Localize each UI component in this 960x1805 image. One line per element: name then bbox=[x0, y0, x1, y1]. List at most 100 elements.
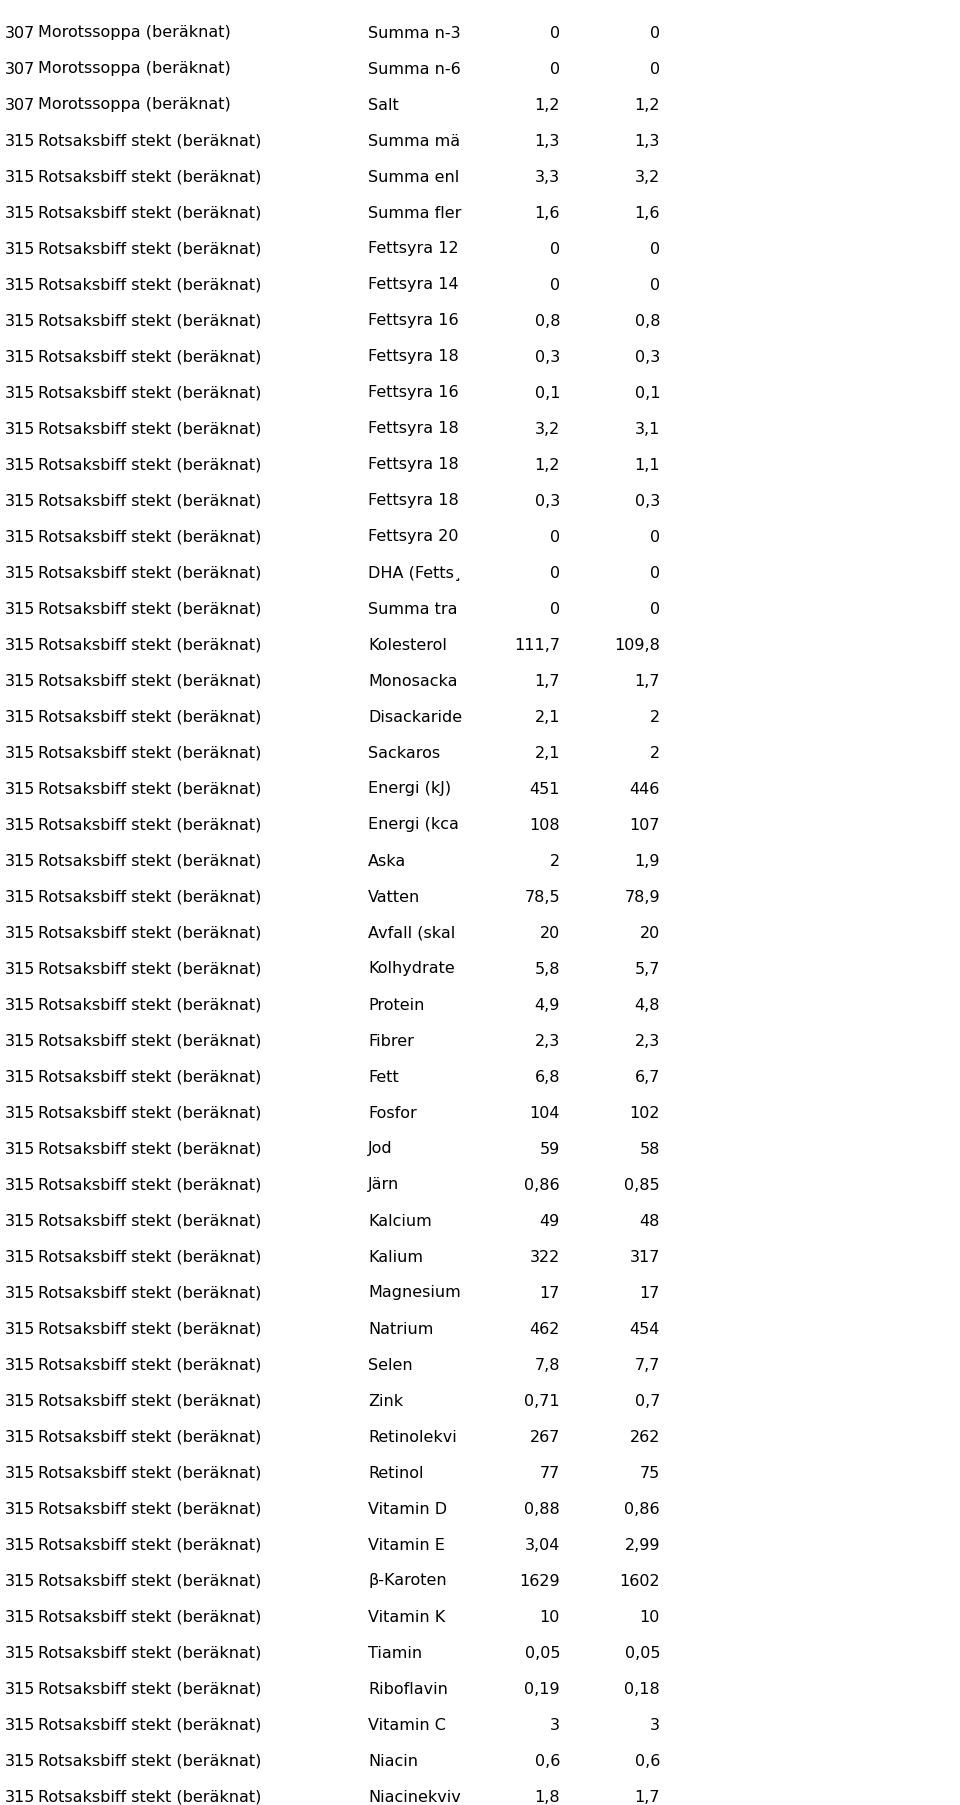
Text: Rotsaksbiff stekt (beräknat): Rotsaksbiff stekt (beräknat) bbox=[38, 854, 261, 868]
Text: 315: 315 bbox=[5, 1357, 36, 1372]
Text: 75: 75 bbox=[639, 1466, 660, 1480]
Text: 6,8: 6,8 bbox=[535, 1070, 560, 1085]
Text: Fosfor: Fosfor bbox=[368, 1105, 417, 1121]
Text: Niacinekviv: Niacinekviv bbox=[368, 1789, 461, 1805]
Text: 315: 315 bbox=[5, 134, 36, 148]
Text: 0,85: 0,85 bbox=[624, 1177, 660, 1193]
Text: 262: 262 bbox=[630, 1430, 660, 1444]
Text: 315: 315 bbox=[5, 1141, 36, 1157]
Text: Aska: Aska bbox=[368, 854, 406, 868]
Text: Rotsaksbiff stekt (beräknat): Rotsaksbiff stekt (beräknat) bbox=[38, 601, 261, 617]
Text: Rotsaksbiff stekt (beräknat): Rotsaksbiff stekt (beräknat) bbox=[38, 1070, 261, 1085]
Text: Morotssoppa (beräknat): Morotssoppa (beräknat) bbox=[38, 97, 230, 112]
Text: DHA (Fetts¸: DHA (Fetts¸ bbox=[368, 565, 462, 581]
Text: 10: 10 bbox=[540, 1610, 560, 1624]
Text: Rotsaksbiff stekt (beräknat): Rotsaksbiff stekt (beräknat) bbox=[38, 1646, 261, 1661]
Text: Niacin: Niacin bbox=[368, 1753, 418, 1769]
Text: Morotssoppa (beräknat): Morotssoppa (beräknat) bbox=[38, 25, 230, 40]
Text: Rotsaksbiff stekt (beräknat): Rotsaksbiff stekt (beräknat) bbox=[38, 1789, 261, 1805]
Text: 315: 315 bbox=[5, 206, 36, 220]
Text: 77: 77 bbox=[540, 1466, 560, 1480]
Text: Fettsyra 16: Fettsyra 16 bbox=[368, 314, 459, 329]
Text: Rotsaksbiff stekt (beräknat): Rotsaksbiff stekt (beräknat) bbox=[38, 1574, 261, 1588]
Text: Magnesium: Magnesium bbox=[368, 1285, 461, 1300]
Text: 315: 315 bbox=[5, 998, 36, 1013]
Text: 1,8: 1,8 bbox=[535, 1789, 560, 1805]
Text: 315: 315 bbox=[5, 854, 36, 868]
Text: 1602: 1602 bbox=[619, 1574, 660, 1588]
Text: Rotsaksbiff stekt (beräknat): Rotsaksbiff stekt (beräknat) bbox=[38, 962, 261, 977]
Text: Rotsaksbiff stekt (beräknat): Rotsaksbiff stekt (beräknat) bbox=[38, 1430, 261, 1444]
Text: Rotsaksbiff stekt (beräknat): Rotsaksbiff stekt (beräknat) bbox=[38, 998, 261, 1013]
Text: 2,3: 2,3 bbox=[635, 1034, 660, 1049]
Text: 0,8: 0,8 bbox=[635, 314, 660, 329]
Text: Rotsaksbiff stekt (beräknat): Rotsaksbiff stekt (beräknat) bbox=[38, 242, 261, 256]
Text: Summa enl: Summa enl bbox=[368, 170, 459, 184]
Text: 2,1: 2,1 bbox=[535, 745, 560, 760]
Text: 59: 59 bbox=[540, 1141, 560, 1157]
Text: Sackaros: Sackaros bbox=[368, 745, 440, 760]
Text: Rotsaksbiff stekt (beräknat): Rotsaksbiff stekt (beräknat) bbox=[38, 673, 261, 688]
Text: 7,8: 7,8 bbox=[535, 1357, 560, 1372]
Text: 0: 0 bbox=[650, 565, 660, 581]
Text: 0: 0 bbox=[550, 529, 560, 545]
Text: 20: 20 bbox=[540, 926, 560, 940]
Text: Selen: Selen bbox=[368, 1357, 413, 1372]
Text: Disackaride: Disackaride bbox=[368, 709, 462, 724]
Text: Vitamin C: Vitamin C bbox=[368, 1718, 445, 1733]
Text: 0,8: 0,8 bbox=[535, 314, 560, 329]
Text: Summa n-6: Summa n-6 bbox=[368, 61, 461, 76]
Text: Rotsaksbiff stekt (beräknat): Rotsaksbiff stekt (beräknat) bbox=[38, 1321, 261, 1336]
Text: Rotsaksbiff stekt (beräknat): Rotsaksbiff stekt (beräknat) bbox=[38, 1393, 261, 1408]
Text: 315: 315 bbox=[5, 1213, 36, 1229]
Text: 315: 315 bbox=[5, 890, 36, 904]
Text: Fettsyra 18: Fettsyra 18 bbox=[368, 493, 459, 509]
Text: 1,2: 1,2 bbox=[535, 97, 560, 112]
Text: Rotsaksbiff stekt (beräknat): Rotsaksbiff stekt (beräknat) bbox=[38, 457, 261, 473]
Text: Summa n-3: Summa n-3 bbox=[368, 25, 461, 40]
Text: 0: 0 bbox=[550, 242, 560, 256]
Text: 462: 462 bbox=[530, 1321, 560, 1336]
Text: 1629: 1629 bbox=[519, 1574, 560, 1588]
Text: 102: 102 bbox=[630, 1105, 660, 1121]
Text: 0,3: 0,3 bbox=[535, 350, 560, 365]
Text: Summa mä: Summa mä bbox=[368, 134, 460, 148]
Text: 78,5: 78,5 bbox=[524, 890, 560, 904]
Text: Fettsyra 12: Fettsyra 12 bbox=[368, 242, 459, 256]
Text: 315: 315 bbox=[5, 782, 36, 796]
Text: Rotsaksbiff stekt (beräknat): Rotsaksbiff stekt (beräknat) bbox=[38, 170, 261, 184]
Text: 3,2: 3,2 bbox=[635, 170, 660, 184]
Text: β-Karoten: β-Karoten bbox=[368, 1574, 446, 1588]
Text: 5,8: 5,8 bbox=[535, 962, 560, 977]
Text: 315: 315 bbox=[5, 565, 36, 581]
Text: Kalcium: Kalcium bbox=[368, 1213, 432, 1229]
Text: Vitamin E: Vitamin E bbox=[368, 1538, 444, 1552]
Text: Fettsyra 18: Fettsyra 18 bbox=[368, 422, 459, 437]
Text: 315: 315 bbox=[5, 1249, 36, 1265]
Text: 0: 0 bbox=[650, 25, 660, 40]
Text: 1,7: 1,7 bbox=[535, 673, 560, 688]
Text: 315: 315 bbox=[5, 529, 36, 545]
Text: Kolesterol: Kolesterol bbox=[368, 637, 446, 652]
Text: 3,1: 3,1 bbox=[635, 422, 660, 437]
Text: Rotsaksbiff stekt (beräknat): Rotsaksbiff stekt (beräknat) bbox=[38, 1105, 261, 1121]
Text: 17: 17 bbox=[540, 1285, 560, 1300]
Text: 315: 315 bbox=[5, 1105, 36, 1121]
Text: Rotsaksbiff stekt (beräknat): Rotsaksbiff stekt (beräknat) bbox=[38, 1718, 261, 1733]
Text: 315: 315 bbox=[5, 1718, 36, 1733]
Text: Rotsaksbiff stekt (beräknat): Rotsaksbiff stekt (beräknat) bbox=[38, 890, 261, 904]
Text: 0,7: 0,7 bbox=[635, 1393, 660, 1408]
Text: 2,1: 2,1 bbox=[535, 709, 560, 724]
Text: 0,19: 0,19 bbox=[524, 1682, 560, 1697]
Text: 315: 315 bbox=[5, 422, 36, 437]
Text: Fettsyra 20: Fettsyra 20 bbox=[368, 529, 459, 545]
Text: 2: 2 bbox=[650, 745, 660, 760]
Text: Natrium: Natrium bbox=[368, 1321, 433, 1336]
Text: 0: 0 bbox=[650, 601, 660, 617]
Text: Summa tra: Summa tra bbox=[368, 601, 458, 617]
Text: 315: 315 bbox=[5, 1430, 36, 1444]
Text: Rotsaksbiff stekt (beräknat): Rotsaksbiff stekt (beräknat) bbox=[38, 493, 261, 509]
Text: 1,9: 1,9 bbox=[635, 854, 660, 868]
Text: Rotsaksbiff stekt (beräknat): Rotsaksbiff stekt (beräknat) bbox=[38, 1502, 261, 1516]
Text: 315: 315 bbox=[5, 350, 36, 365]
